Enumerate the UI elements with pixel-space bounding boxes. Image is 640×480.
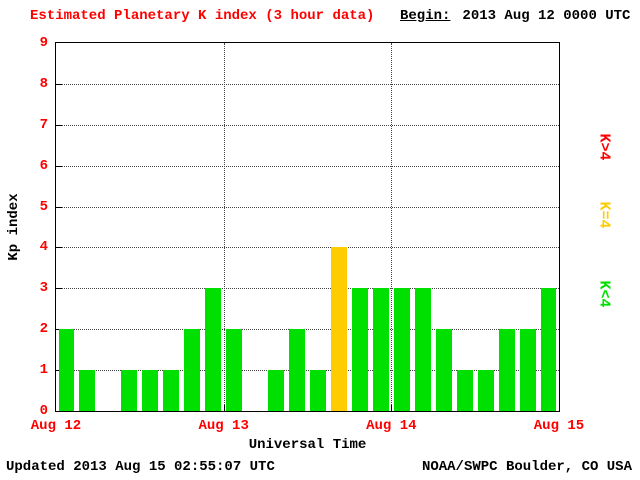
gridline-horizontal xyxy=(56,206,559,208)
kp-bar xyxy=(310,370,326,411)
kp-bar xyxy=(519,329,536,411)
gridline-horizontal xyxy=(56,288,559,290)
y-tickmark xyxy=(56,247,62,249)
gridline-vertical xyxy=(391,43,393,411)
gridline-horizontal xyxy=(56,247,559,249)
x-tick-label: Aug 13 xyxy=(198,418,249,434)
y-tick-label: 5 xyxy=(39,198,48,215)
plot-area xyxy=(55,42,560,412)
kp-bar xyxy=(121,370,138,411)
updated-timestamp: Updated 2013 Aug 15 02:55:07 UTC xyxy=(6,459,275,475)
x-axis-title: Universal Time xyxy=(248,437,367,453)
kp-bar xyxy=(142,370,159,411)
kp-bar xyxy=(393,288,410,411)
x-tickmark xyxy=(391,405,393,411)
gridline-horizontal xyxy=(56,370,559,372)
y-tick-label: 8 xyxy=(39,75,48,92)
kp-bar xyxy=(184,329,201,411)
y-axis-title: Kp index xyxy=(6,193,22,261)
kp-bar xyxy=(372,288,389,411)
begin-row: Begin: 2013 Aug 12 0000 UTC xyxy=(400,8,630,24)
kp-bar xyxy=(226,329,243,411)
kp-bar xyxy=(205,288,222,411)
y-tickmark xyxy=(56,83,62,85)
x-tick-label: Aug 14 xyxy=(366,418,417,434)
kp-bar xyxy=(435,329,452,411)
gridline-horizontal xyxy=(56,329,559,331)
gridline-horizontal xyxy=(56,165,559,167)
y-tick-label: 3 xyxy=(39,280,48,297)
kp-bar xyxy=(456,370,473,411)
kp-bar xyxy=(414,288,431,411)
y-tick-label: 2 xyxy=(39,321,48,338)
y-tick-label: 6 xyxy=(39,157,48,174)
kp-bar xyxy=(289,329,305,411)
legend-item-k-eq-4: K=4 xyxy=(595,201,613,229)
y-tick-label: 7 xyxy=(39,116,48,133)
kp-bar xyxy=(330,247,347,411)
kp-bar xyxy=(58,329,75,411)
legend-item-k-gt-4: K>4 xyxy=(595,133,613,161)
kp-bar xyxy=(477,370,494,411)
kp-bar xyxy=(351,288,368,411)
y-tick-label: 4 xyxy=(39,239,48,256)
gridline-horizontal xyxy=(56,124,559,126)
gridline-vertical xyxy=(223,43,225,411)
y-tickmark xyxy=(56,165,62,167)
x-tick-label: Aug 15 xyxy=(533,418,585,434)
y-tickmark xyxy=(56,206,62,208)
chart-title: Estimated Planetary K index (3 hour data… xyxy=(30,8,375,24)
x-tick-label: Aug 12 xyxy=(30,418,82,434)
begin-value: 2013 Aug 12 0000 UTC xyxy=(462,8,631,24)
y-tick-label: 0 xyxy=(39,403,48,419)
kp-bar xyxy=(540,288,557,411)
kp-bar xyxy=(498,329,515,411)
kp-bar xyxy=(163,370,180,411)
x-tickmark xyxy=(223,405,225,411)
begin-label: Begin: xyxy=(400,8,451,24)
y-tickmark xyxy=(56,124,62,126)
source-attribution: NOAA/SWPC Boulder, CO USA xyxy=(421,459,632,475)
y-tickmark xyxy=(56,288,62,290)
y-tick-label: 1 xyxy=(39,362,48,379)
y-tick-label: 9 xyxy=(39,35,48,51)
legend-item-k-lt-4: K<4 xyxy=(595,280,613,308)
kp-bar xyxy=(268,370,285,411)
gridline-horizontal xyxy=(56,83,559,85)
kp-bar xyxy=(79,370,96,411)
